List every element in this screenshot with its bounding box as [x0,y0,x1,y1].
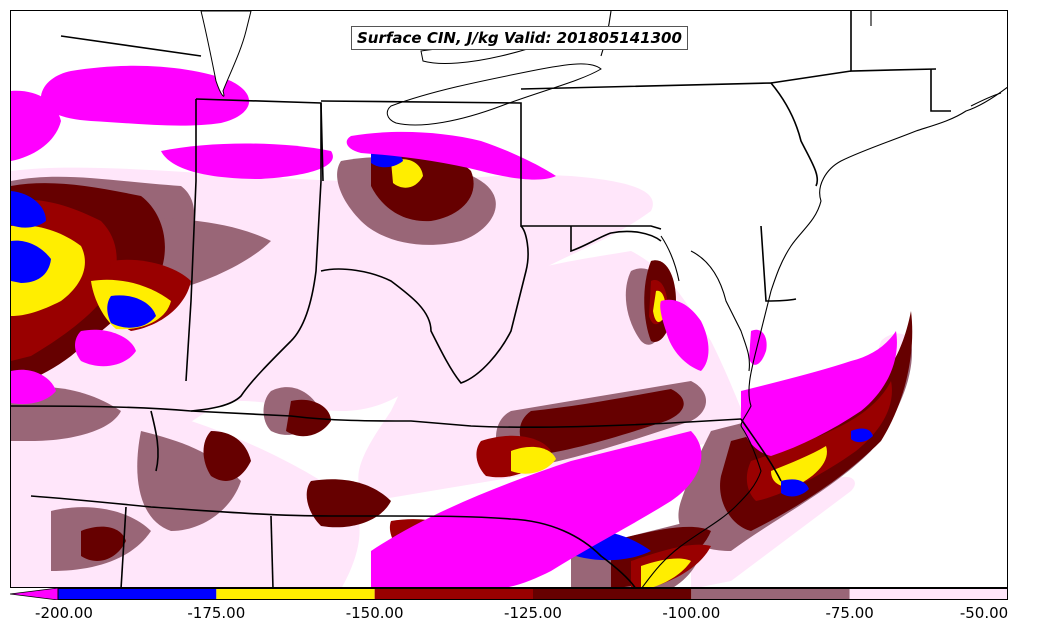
colorbar-bin [849,588,1008,600]
colorbar-tick-label: -175.00 [187,604,246,622]
colorbar-tick-label: -125.00 [504,604,562,622]
colorbar-bin [374,588,533,600]
map-title: Surface CIN, J/kg Valid: 201805141300 [351,26,688,50]
map-panel: Surface CIN, J/kg Valid: 201805141300 [10,10,1008,588]
colorbar-tick-label: -200.00 [35,604,93,622]
colorbar-bin [533,588,692,600]
colorbar-bin [216,588,375,600]
cin-map [11,11,1007,587]
colorbar-bin [691,588,850,600]
colorbar-tick-label: -50.00 [959,604,1009,622]
colorbar-svg [10,588,1008,600]
colorbar-extend-triangle [10,588,59,600]
colorbar-tick-label: -75.00 [825,604,874,622]
colorbar-bin [58,588,217,600]
cin-band-lt-m200 [11,65,897,587]
coastlines [600,11,1007,587]
colorbar [10,588,1008,600]
colorbar-tick-label: -100.00 [662,604,721,622]
state-boundaries [11,11,951,587]
colorbar-tick-label: -150.00 [345,604,404,622]
colorbar-outline [57,588,1008,600]
